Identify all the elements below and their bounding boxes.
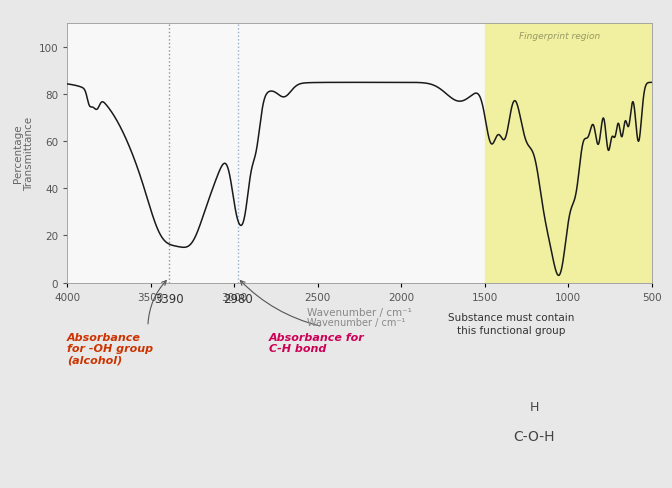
X-axis label: Wavenumber / cm⁻¹: Wavenumber / cm⁻¹ [307, 307, 412, 318]
Text: Substance must contain
this functional group: Substance must contain this functional g… [448, 312, 574, 335]
Text: Wavenumber / cm⁻¹: Wavenumber / cm⁻¹ [307, 317, 405, 327]
Text: Fingerprint region: Fingerprint region [519, 31, 601, 41]
Text: H: H [530, 400, 539, 413]
Text: C-O-H: C-O-H [513, 429, 555, 444]
Text: Absorbance
for -OH group
(alcohol): Absorbance for -OH group (alcohol) [67, 332, 153, 365]
Bar [485, 24, 652, 283]
Y-axis label: Percentage
Transmittance: Percentage Transmittance [13, 117, 34, 191]
Text: Absorbance for
C-H bond: Absorbance for C-H bond [269, 332, 364, 353]
Text: 2980: 2980 [222, 293, 253, 306]
Text: 3390: 3390 [155, 293, 184, 306]
